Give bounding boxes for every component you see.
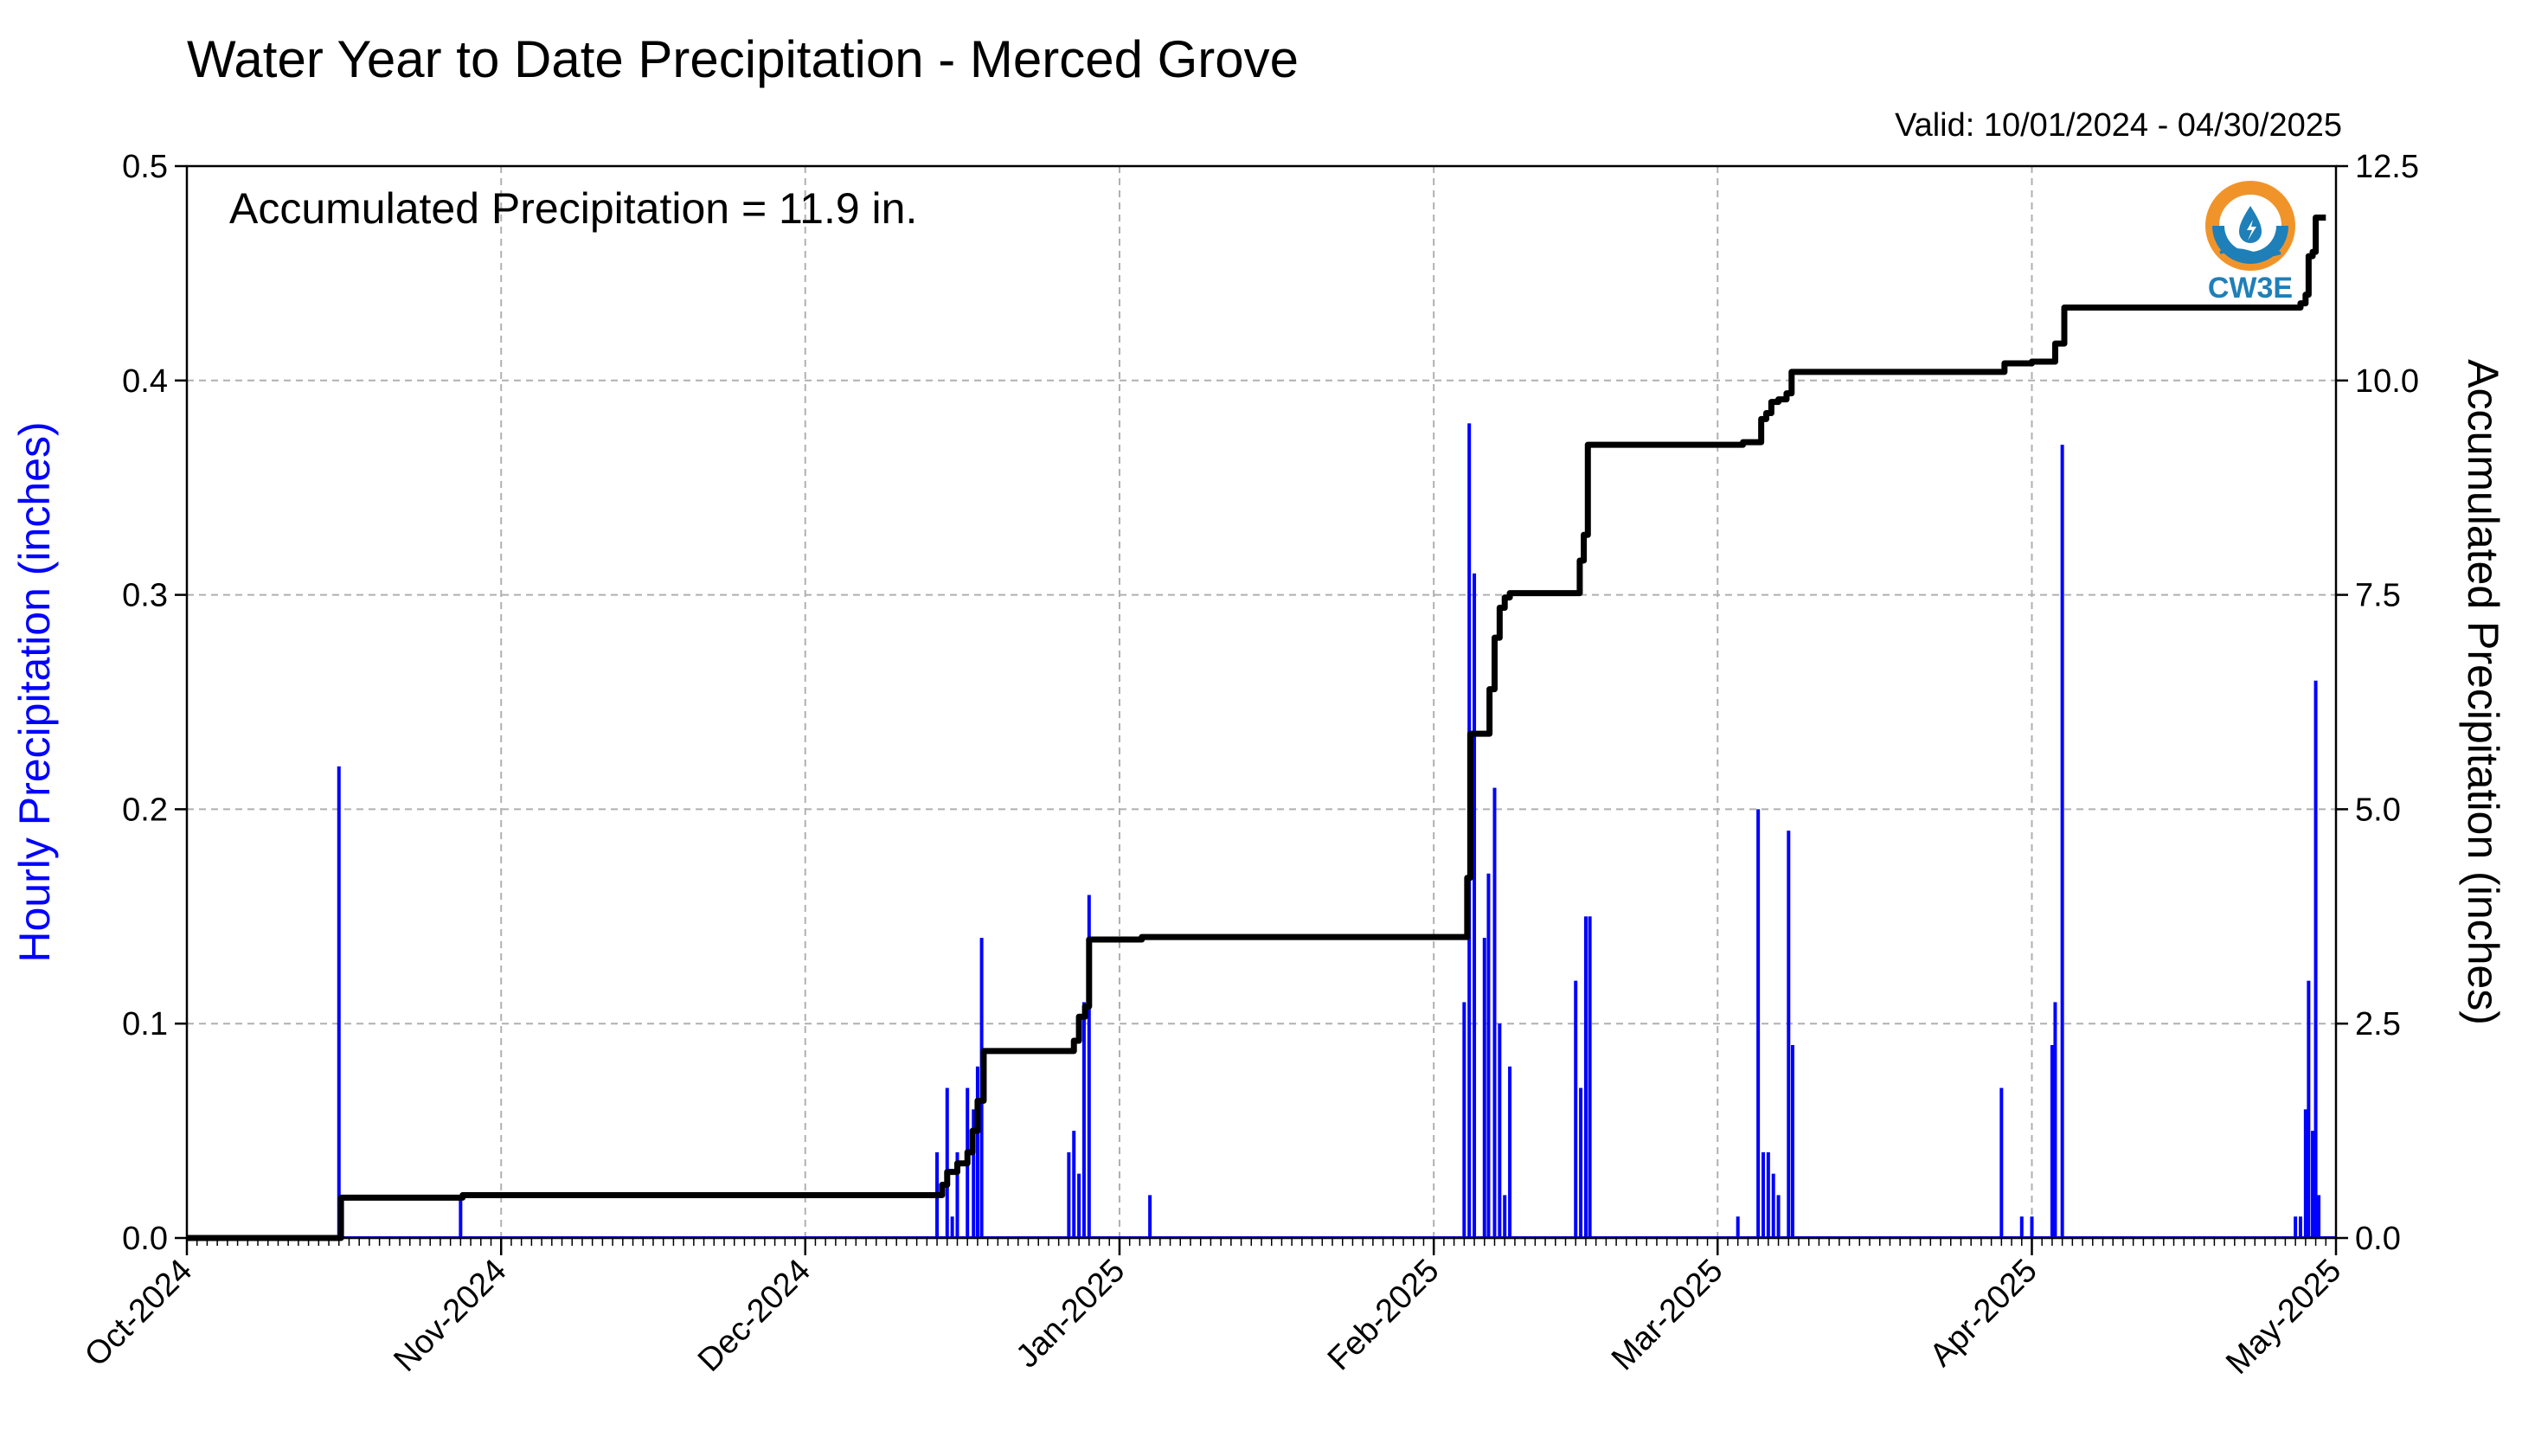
x-tick-label: Dec-2024: [691, 1253, 818, 1379]
y-right-tick-label: 2.5: [2355, 1006, 2401, 1042]
hourly-bar: [1508, 1066, 1512, 1238]
x-tick-label: Nov-2024: [387, 1253, 513, 1379]
y-left-tick-label: 0.5: [122, 149, 168, 185]
hourly-bar: [1588, 916, 1592, 1238]
hourly-bar: [2294, 1216, 2298, 1238]
hourly-bar: [1583, 916, 1588, 1238]
hourly-bar: [2050, 1044, 2054, 1238]
y-left-tick-label: 0.4: [122, 363, 168, 400]
hourly-bar: [2019, 1216, 2024, 1238]
grid-lines: [187, 166, 2336, 1238]
hourly-bar: [2317, 1195, 2321, 1238]
hourly-bar: [1999, 1087, 2004, 1238]
hourly-bar: [1761, 1151, 1765, 1238]
hourly-bar: [1790, 1044, 1794, 1238]
hourly-bar: [2313, 680, 2318, 1238]
hourly-bar: [1498, 1023, 1502, 1238]
hourly-bar: [1482, 938, 1486, 1238]
hourly-bar: [1787, 831, 1791, 1238]
hourly-bar: [1087, 895, 1091, 1238]
y-right-tick-label: 7.5: [2355, 578, 2401, 614]
hourly-bar: [975, 1066, 979, 1238]
y-right-tick-label: 10.0: [2355, 363, 2419, 400]
cw3e-logo-text: CW3E: [2208, 272, 2293, 305]
hourly-bar: [2060, 445, 2064, 1238]
y-left-tick-label: 0.3: [122, 578, 168, 614]
accumulated-total-annotation: Accumulated Precipitation = 11.9 in.: [229, 184, 918, 233]
y-left-tick-label: 0.2: [122, 792, 168, 828]
x-tick-label: Oct-2024: [78, 1253, 199, 1374]
hourly-bar: [1077, 1173, 1081, 1238]
hourly-bar: [2298, 1216, 2302, 1238]
hourly-bar: [1579, 1087, 1583, 1238]
hourly-bar: [950, 1216, 954, 1238]
y-right-tick-label: 5.0: [2355, 792, 2401, 828]
hourly-bar: [1072, 1131, 1076, 1238]
cw3e-logo: CW3E: [2204, 180, 2296, 308]
hourly-bar: [2030, 1216, 2034, 1238]
hourly-bar: [1486, 873, 1491, 1238]
hourly-bar: [1503, 1195, 1507, 1238]
hourly-bar: [1574, 980, 1578, 1238]
hourly-bar: [1771, 1173, 1775, 1238]
accumulated-series-line: [187, 214, 2326, 1241]
y-axis-right-label-text: Accumulated Precipitation (inches): [2459, 359, 2507, 1025]
hourly-bar: [972, 1109, 976, 1238]
hourly-bar: [1492, 787, 1497, 1238]
x-tick-label: Feb-2025: [1321, 1253, 1447, 1378]
hourly-bar: [1067, 1151, 1071, 1238]
x-tick-label: Mar-2025: [1605, 1253, 1730, 1378]
accumulated-precipitation-line: [187, 214, 2326, 1241]
hourly-bar: [459, 1195, 463, 1238]
y-left-tick-label: 0.0: [122, 1221, 168, 1257]
hourly-bar: [2307, 980, 2311, 1238]
hourly-bar: [1736, 1216, 1740, 1238]
y-right-tick-label: 0.0: [2355, 1221, 2401, 1257]
valid-date-range: Valid: 10/01/2024 - 04/30/2025: [1895, 107, 2342, 144]
x-tick-label: May-2025: [2219, 1253, 2348, 1382]
hourly-bar: [1148, 1195, 1152, 1238]
hourly-bar: [1776, 1195, 1781, 1238]
hourly-bar: [955, 1151, 959, 1238]
y-left-tick-label: 0.1: [122, 1006, 168, 1042]
hourly-bar: [2311, 1131, 2315, 1238]
x-tick-label: Jan-2025: [1010, 1253, 1133, 1376]
y-right-tick-label: 12.5: [2355, 149, 2419, 185]
hourly-bar: [945, 1087, 949, 1238]
hourly-bar: [337, 766, 341, 1238]
cw3e-logo-icon: CW3E: [2205, 181, 2295, 305]
hourly-bar: [1766, 1151, 1770, 1238]
hourly-bar: [1756, 809, 1761, 1238]
chart-title: Water Year to Date Precipitation - Merce…: [187, 30, 1300, 88]
hourly-bar: [1462, 1002, 1466, 1238]
axis-ticks: [175, 164, 2348, 1255]
hourly-bar: [1081, 1002, 1086, 1238]
x-tick-label: Apr-2025: [1923, 1253, 2044, 1374]
hourly-precipitation-bars: [187, 423, 2336, 1238]
hourly-bar: [1473, 573, 1477, 1238]
hourly-bar: [2303, 1109, 2307, 1238]
plot-frame: [185, 164, 2338, 1240]
hourly-bar: [2053, 1002, 2057, 1238]
y-axis-left-label-text: Hourly Precipitation (inches): [10, 421, 59, 963]
